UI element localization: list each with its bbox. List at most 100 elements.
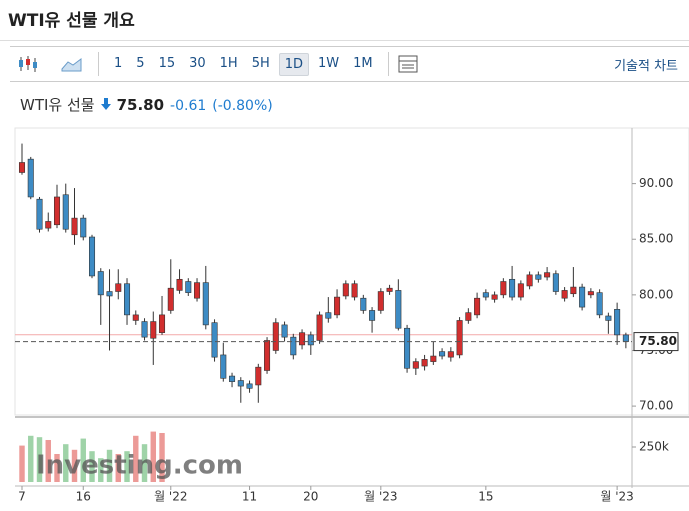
- candle-body: [211, 322, 218, 358]
- candle-body: [552, 273, 559, 292]
- candle-body: [106, 291, 113, 297]
- candle-body: [395, 290, 402, 329]
- interval-button[interactable]: 5H: [251, 55, 270, 71]
- candle-body: [544, 272, 551, 278]
- candle-body: [220, 354, 227, 379]
- candle-body: [465, 312, 472, 321]
- volume-bar: [89, 451, 95, 482]
- volume-bar: [159, 432, 165, 482]
- candle-body: [605, 315, 612, 321]
- volume-bar: [28, 435, 34, 482]
- candle-body: [141, 321, 148, 338]
- candle-body: [482, 292, 489, 298]
- volume-bar: [150, 431, 156, 482]
- candle-body: [97, 271, 104, 296]
- interval-button[interactable]: 1W: [318, 55, 340, 71]
- candle-body: [255, 366, 262, 386]
- y-tick-label: 70.00: [639, 399, 673, 413]
- candle-body: [377, 291, 384, 311]
- volume-bar: [98, 458, 104, 482]
- volume-bar: [36, 437, 43, 482]
- y-tick-label: 90.00: [639, 176, 673, 190]
- candle-body: [439, 351, 446, 357]
- candle-body: [404, 327, 411, 369]
- last-price-box: [633, 332, 679, 352]
- technical-chart-link[interactable]: 기술적 차트: [614, 58, 678, 74]
- quote: WTI유 선물 75.80 -0.61 (-0.80%): [20, 94, 273, 115]
- area-icon[interactable]: [60, 54, 84, 74]
- candle-body: [18, 162, 26, 173]
- candle-body: [115, 283, 122, 292]
- candle-body: [290, 336, 297, 356]
- interval-button[interactable]: 1D: [278, 52, 310, 76]
- interval-button[interactable]: 1M: [353, 55, 373, 71]
- candle-body: [272, 322, 279, 351]
- x-tick-label: 11: [242, 490, 257, 504]
- candle-body: [456, 320, 463, 356]
- candle-body: [299, 332, 306, 346]
- candle-body: [194, 282, 201, 299]
- toolbar: 1 5 15 30 1H 5H 1D 1W 1M 기술적 차트: [10, 46, 689, 82]
- volume-bar: [71, 449, 78, 482]
- candle-body: [596, 292, 603, 316]
- candle-body: [579, 286, 586, 308]
- candle-body: [89, 236, 96, 277]
- candle-body: [430, 355, 437, 362]
- candle-body: [62, 194, 69, 230]
- candle-body: [526, 274, 533, 287]
- volume-tick-label: 250k: [639, 439, 669, 453]
- candle-body: [45, 221, 52, 229]
- candle-body: [281, 324, 288, 338]
- volume-bar: [19, 445, 25, 482]
- volume-bar: [80, 438, 86, 482]
- candle-body: [614, 309, 621, 336]
- candle-body: [124, 283, 131, 316]
- y-tick-label: 75.00: [639, 343, 673, 357]
- volume-bar: [63, 444, 69, 482]
- interval-button[interactable]: 30: [189, 55, 206, 71]
- interval-button[interactable]: 1H: [219, 55, 238, 71]
- candle-body: [229, 375, 236, 382]
- interval-button[interactable]: 15: [158, 55, 176, 71]
- candle-body: [246, 383, 253, 389]
- x-tick-label: 월 '23: [600, 490, 633, 504]
- table-icon[interactable]: [397, 54, 419, 74]
- candle-icon[interactable]: [16, 54, 42, 74]
- candle-body: [325, 312, 332, 319]
- plot-frame: [14, 127, 689, 416]
- x-tick-label: 월 '22: [154, 490, 187, 504]
- candle-body: [561, 290, 568, 299]
- candle-body: [500, 281, 507, 296]
- candle-body: [587, 291, 594, 296]
- price: 75.80: [116, 96, 165, 114]
- candle-body: [622, 334, 629, 342]
- change-percent: (-0.80%): [212, 98, 273, 114]
- candle-body: [570, 286, 577, 295]
- volume-bar: [45, 439, 51, 482]
- volume-bar: [54, 453, 60, 482]
- interval-button[interactable]: 5: [136, 55, 145, 71]
- candle-body: [421, 359, 428, 367]
- x-tick-label: 15: [478, 490, 493, 504]
- candle-body: [509, 278, 516, 298]
- instrument-name: WTI유 선물: [20, 96, 95, 114]
- x-tick-label: 20: [303, 490, 318, 504]
- candle-body: [351, 283, 358, 298]
- interval-button[interactable]: 1: [114, 55, 123, 71]
- candle-body: [132, 314, 139, 321]
- candle-body: [316, 314, 323, 341]
- volume-bar: [133, 435, 139, 482]
- page-title: WTI유 선물 개요: [8, 11, 135, 31]
- x-tick-label: 16: [76, 490, 91, 504]
- candle-body: [342, 283, 349, 297]
- candle-body: [360, 297, 367, 311]
- volume-bar: [115, 453, 121, 482]
- volume-bar: [141, 444, 148, 482]
- candle-body: [491, 294, 498, 300]
- candle-body: [535, 274, 542, 280]
- candle-body: [386, 287, 393, 292]
- x-tick-label: 월 '23: [364, 490, 397, 504]
- last-price-label: 75.80: [639, 334, 677, 348]
- volume-bar: [106, 449, 113, 482]
